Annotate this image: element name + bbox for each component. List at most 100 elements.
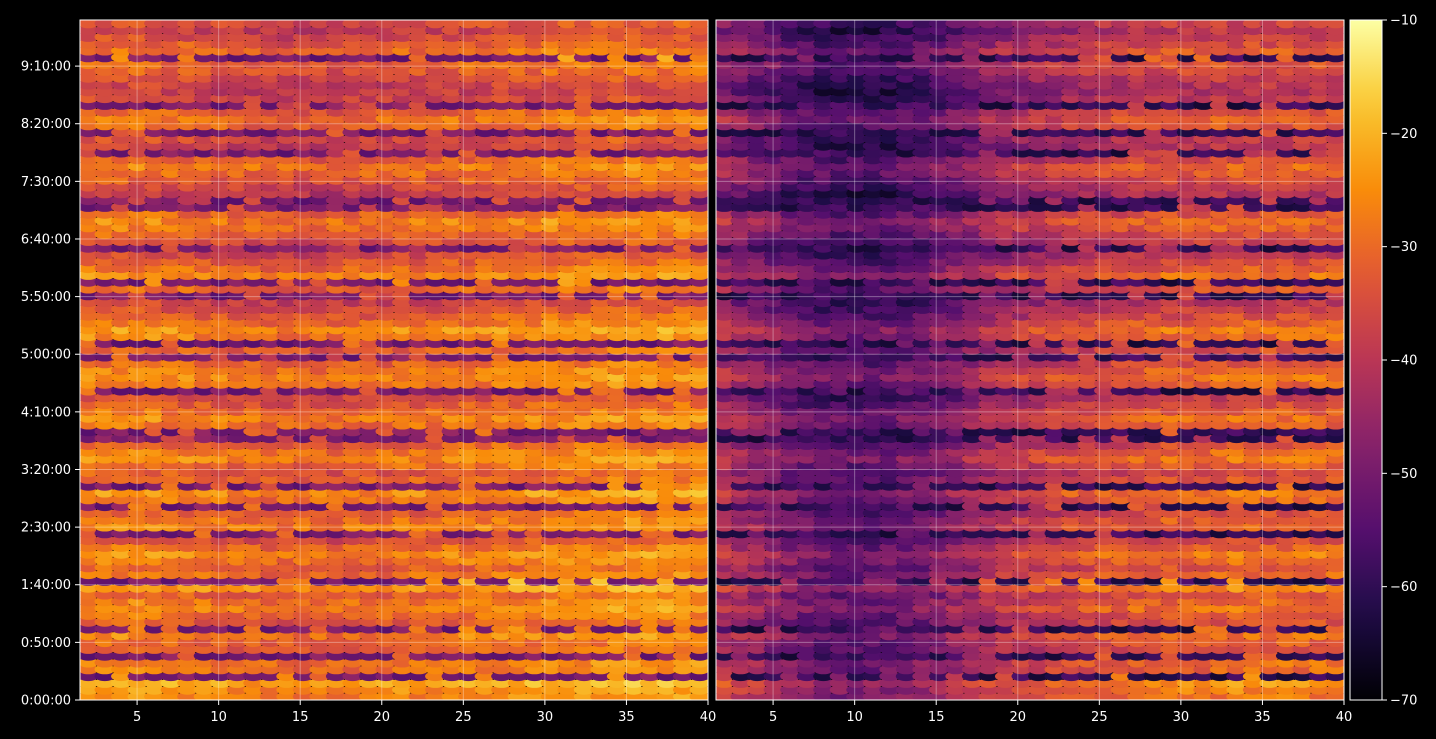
heatmap-cell (623, 535, 644, 546)
heatmap-cell (276, 474, 297, 484)
heatmap-cell (325, 630, 347, 641)
heatmap-cell (375, 494, 396, 505)
heatmap-cell (408, 453, 430, 464)
heatmap-cell (292, 555, 314, 566)
heatmap-cell (177, 446, 198, 457)
heatmap-cell (656, 501, 677, 512)
heatmap-cell (111, 514, 132, 525)
heatmap-cell (573, 487, 595, 498)
heatmap-cell (557, 487, 578, 498)
heatmap-cell (491, 569, 512, 580)
heatmap-cell (458, 467, 479, 478)
x-tick-label: 10 (210, 710, 227, 725)
heatmap-cell (639, 508, 661, 518)
heatmap-cell (408, 555, 430, 566)
heatmap-cell (276, 555, 297, 566)
heatmap-cell (623, 582, 644, 593)
heatmap-cell (623, 487, 644, 498)
heatmap-cell (573, 474, 595, 484)
heatmap-cell (540, 582, 562, 593)
heatmap-cell (606, 480, 628, 491)
heatmap-cell (111, 548, 132, 559)
heatmap-cell (292, 610, 314, 620)
heatmap-cell (292, 637, 314, 648)
heatmap-cell (639, 589, 661, 600)
heatmap-cell (656, 555, 677, 566)
heatmap-cell (375, 684, 396, 695)
heatmap-cell (441, 623, 463, 634)
heatmap-cell (375, 644, 396, 654)
heatmap-cell (474, 671, 496, 682)
heatmap-cell (606, 548, 628, 559)
heatmap-cell (524, 637, 545, 648)
heatmap-cell (177, 480, 198, 491)
heatmap-cell (639, 630, 661, 641)
heatmap-cell (292, 569, 314, 580)
heatmap-cell (623, 467, 644, 478)
heatmap-cell (474, 603, 496, 614)
heatmap-cell (309, 548, 330, 559)
heatmap-cell (474, 644, 496, 654)
heatmap-cell (193, 684, 215, 695)
heatmap-cell (590, 460, 611, 471)
heatmap-cell (111, 657, 132, 668)
heatmap-cell (623, 671, 644, 682)
heatmap-cell (441, 678, 463, 688)
heatmap-cell (292, 589, 314, 600)
heatmap-cell (342, 650, 363, 661)
heatmap-cell (557, 555, 578, 566)
heatmap-cell (408, 535, 430, 546)
heatmap-cell (325, 576, 347, 586)
heatmap-cell (309, 630, 330, 641)
heatmap-cell (325, 548, 347, 559)
heatmap-cell (276, 501, 297, 512)
heatmap-cell (557, 657, 578, 668)
heatmap-cell (193, 474, 215, 484)
heatmap-cell (458, 508, 479, 518)
heatmap-cell (94, 664, 116, 675)
heatmap-cell (94, 555, 116, 566)
heatmap-cell (557, 474, 578, 484)
heatmap-cell (342, 664, 363, 675)
heatmap-cell (507, 528, 529, 539)
heatmap-cell (491, 542, 512, 552)
heatmap-cell (458, 548, 479, 559)
heatmap-cell (656, 487, 677, 498)
heatmap-cell (656, 582, 677, 593)
heatmap-cell (639, 460, 661, 471)
heatmap-cell (342, 644, 363, 654)
heatmap-cell (491, 576, 512, 586)
heatmap-cell (524, 650, 545, 661)
heatmap-cell (259, 623, 281, 634)
heatmap-cell (524, 508, 545, 518)
heatmap-cell (160, 610, 182, 620)
heatmap-cell (507, 650, 529, 661)
heatmap-cell (672, 528, 694, 539)
heatmap-cell (226, 569, 248, 580)
heatmap-cell (276, 508, 297, 518)
heatmap-cell (425, 542, 446, 552)
heatmap-cell (524, 487, 545, 498)
heatmap-cell (474, 460, 496, 471)
heatmap-panels: 5 10 15 20 25 30 35 40 5 10 15 20 25 30 35 40 (79, 19, 1352, 725)
heatmap-cell (524, 521, 545, 532)
heatmap-cell (226, 684, 248, 695)
heatmap-cell (276, 569, 297, 580)
heatmap-cell (309, 487, 330, 498)
heatmap-cell (408, 487, 430, 498)
heatmap-cell (392, 521, 413, 532)
heatmap-cell (342, 480, 363, 491)
heatmap-cell (672, 623, 694, 634)
heatmap-cell (573, 616, 595, 627)
heatmap-cell (358, 453, 380, 464)
heatmap-cell (639, 576, 661, 586)
heatmap-cell (94, 657, 116, 668)
heatmap-cell (144, 542, 165, 552)
heatmap-cell (573, 576, 595, 586)
heatmap-cell (606, 616, 628, 627)
heatmap-cell (259, 569, 281, 580)
heatmap-cell (656, 603, 677, 614)
heatmap-cell (292, 494, 314, 505)
heatmap-cell (458, 480, 479, 491)
heatmap-cell (540, 494, 562, 505)
